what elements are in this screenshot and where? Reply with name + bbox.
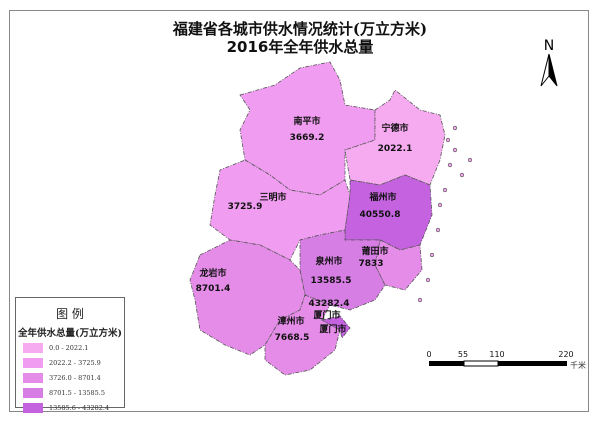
region-name-label: 莆田市 [361, 245, 388, 257]
region-value-label: 13585.5 [311, 276, 352, 286]
region-value-label: 8701.4 [196, 284, 231, 294]
region-value-label: 3669.2 [290, 133, 325, 143]
legend-item: 2022.2 - 3725.9 [23, 357, 124, 369]
region-value-label: 2022.1 [378, 144, 413, 154]
island [442, 187, 448, 193]
region-1 [344, 89, 446, 186]
legend-range: 2022.2 - 3725.9 [49, 359, 101, 367]
island [459, 172, 465, 178]
island [429, 252, 435, 258]
region-name-label: 龙岩市 [198, 267, 226, 279]
legend-swatch [23, 358, 43, 368]
region-value-label: 3725.9 [228, 202, 263, 212]
legend-title: 图 例 [56, 307, 84, 321]
region-name-label: 宁德市 [381, 122, 408, 134]
region-7 [264, 294, 341, 376]
island [445, 137, 451, 143]
map-frame [9, 10, 589, 412]
scale-tick: 220 [558, 350, 573, 359]
region-8 [320, 315, 351, 339]
region-value-label: 7668.5 [275, 333, 310, 343]
legend-range: 13585.6 - 43282.4 [49, 404, 110, 412]
legend-item: 0.0 - 2022.1 [23, 342, 124, 354]
island [417, 297, 423, 303]
legend-range: 8701.5 - 13585.5 [49, 389, 105, 397]
region-name-label: 漳州市 [277, 315, 304, 327]
region-value-label: 7833 [358, 259, 383, 269]
region-value-label: 43282.4 [309, 299, 350, 309]
island [425, 277, 431, 283]
scale-unit: 千米 [570, 360, 586, 370]
north-label: N [544, 38, 554, 54]
scale-tick: 0 [426, 350, 431, 359]
legend-range: 3726.0 - 8701.4 [49, 374, 101, 382]
region-name-label: 福州市 [368, 191, 396, 203]
region-name-label: 厦门市 [313, 309, 340, 321]
legend-range: 0.0 - 2022.1 [49, 344, 89, 352]
legend-item: 8701.5 - 13585.5 [23, 387, 124, 399]
region-name-label: 南平市 [293, 115, 320, 127]
scale-tick: 110 [489, 350, 504, 359]
island [447, 162, 453, 168]
scale-tick: 55 [458, 350, 468, 359]
region-3 [344, 174, 433, 251]
legend-swatch [23, 388, 43, 398]
scale-bar: 0 55 110 220 千米 [426, 350, 586, 370]
region-5 [299, 229, 386, 311]
region-value-label: 40550.8 [360, 210, 401, 220]
island [452, 147, 458, 153]
extra-region-label: 厦门市 [319, 323, 346, 335]
region-name-label: 三明市 [259, 191, 286, 203]
north-arrow: N [540, 38, 558, 87]
map-subtitle: 2016年全年供水总量 [226, 38, 374, 56]
island [467, 157, 473, 163]
legend-swatch [23, 343, 43, 353]
legend-swatch [23, 373, 43, 383]
legend-subtitle: 全年供水总量(万立方米) [18, 328, 122, 339]
legend-item: 3726.0 - 8701.4 [23, 372, 124, 384]
map-title: 福建省各城市供水情况统计(万立方米) [172, 20, 428, 38]
legend: 图 例 全年供水总量(万立方米) 0.0 - 2022.1 2022.2 - 37… [15, 297, 125, 413]
island [437, 202, 443, 208]
island [435, 227, 441, 233]
legend-swatch [23, 403, 43, 413]
island [452, 125, 458, 131]
legend-item: 13585.6 - 43282.4 [23, 402, 124, 414]
region-name-label: 泉州市 [314, 255, 342, 267]
